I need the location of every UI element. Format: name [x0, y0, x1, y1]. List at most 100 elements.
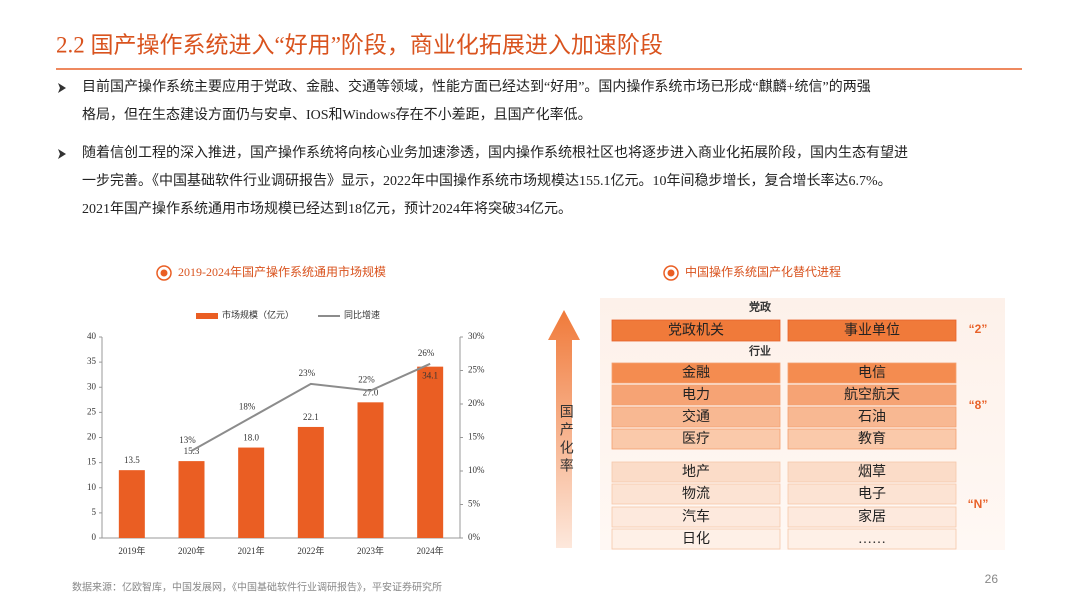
sector-label: 地产 [682, 464, 710, 480]
sector-label: 家居 [858, 508, 886, 525]
sector-label: 金融 [682, 365, 710, 381]
bar-value-label: 27.0 [363, 387, 379, 397]
bullet-line: 2021年国产操作系统通用市场规模已经达到18亿元，预计2024年将突破34亿元… [82, 200, 572, 217]
sector-box [611, 428, 781, 450]
y2-tick-label: 0% [468, 532, 481, 542]
line-value-label: 22% [358, 375, 375, 385]
bullet-line: 随着信创工程的深入推进，国产操作系统将向核心业务加速渗透，国内操作系统根社区也将… [82, 145, 908, 161]
sector-label: 石油 [858, 409, 886, 425]
line-value-label: 13% [179, 435, 196, 445]
arrow-label: 国产化率 [558, 404, 574, 476]
y2-tick-label: 30% [468, 331, 485, 341]
y-tick-label: 40 [87, 331, 97, 341]
y2-tick-label: 5% [468, 499, 481, 509]
bar [357, 402, 384, 538]
sector-label: 日化 [682, 531, 710, 547]
x-tick-label: 2021年 [238, 545, 265, 556]
x-tick-label: 2020年 [178, 545, 205, 556]
sector-label: 事业单位 [844, 323, 900, 339]
sector-box [787, 528, 957, 550]
x-tick-label: 2024年 [417, 545, 444, 556]
y-tick-label: 0 [92, 532, 97, 542]
legend-swatch [196, 313, 218, 319]
group-header: 党政 [749, 300, 772, 314]
bar-value-label: 18.0 [243, 433, 259, 443]
bullet-line: 格局，但在生态建设方面仍与安卓、IOS和Windows存在不小差距，且国产化率低… [82, 106, 592, 123]
slide-title: 2.2 国产操作系统进入“好用”阶段，商业化拓展进入加速阶段 [56, 32, 663, 57]
legend-label: 同比增速 [344, 309, 380, 320]
legend-label: 市场规模（亿元） [222, 309, 294, 320]
sector-box [787, 461, 957, 483]
sector-box [787, 428, 957, 450]
bar [297, 426, 324, 538]
group-header: 行业 [748, 344, 771, 358]
bar-value-label: 22.1 [303, 412, 319, 422]
sector-label: 交通 [682, 408, 710, 425]
y-tick-label: 20 [87, 432, 97, 442]
line-value-label: 23% [299, 368, 316, 378]
icon [156, 265, 172, 281]
growth-line [191, 362, 431, 452]
sector-box [787, 406, 957, 428]
chart-title: 2019-2024年国产操作系统通用市场规模 [178, 264, 386, 279]
bar [417, 366, 444, 538]
sector-box [787, 362, 957, 384]
line-value-label: 26% [418, 348, 435, 358]
icon [667, 269, 675, 277]
sector-box [611, 528, 781, 550]
sector-label: 党政机关 [668, 323, 724, 339]
sector-label: 汽车 [682, 508, 710, 525]
diagram-title: 中国操作系统国产化替代进程 [685, 264, 841, 279]
sector-label: 物流 [682, 486, 710, 502]
sector-box [611, 483, 781, 505]
source: 数据来源：亿欧智库，中国发展网，《中国基础软件行业调研报告》，平安证券研究所 [72, 580, 442, 593]
y-tick-label: 25 [87, 406, 97, 416]
y-tick-label: 15 [87, 457, 97, 467]
page-number: 26 [985, 572, 999, 586]
sector-label: 电信 [858, 365, 886, 381]
sector-label: 医疗 [682, 431, 710, 447]
y2-tick-label: 25% [468, 365, 485, 375]
sector-box [611, 362, 781, 384]
line-value-label: 18% [239, 401, 256, 411]
icon [160, 269, 168, 277]
bullet-line: 目前国产操作系统主要应用于党政、金融、交通等领域，性能方面已经达到“好用”。国内… [82, 78, 871, 95]
bar [178, 461, 205, 538]
sector-box [611, 506, 781, 528]
sector-label: 电力 [682, 387, 710, 403]
y2-tick-label: 20% [468, 398, 485, 408]
bar [238, 447, 265, 538]
sector-label: 电子 [858, 486, 886, 502]
y2-tick-label: 10% [468, 465, 485, 475]
x-tick-label: 2022年 [297, 545, 324, 556]
sector-box [787, 506, 957, 528]
arrow [548, 310, 580, 548]
group-tag: “N” [968, 497, 989, 511]
y-tick-label: 35 [87, 356, 97, 366]
y2-tick-label: 15% [468, 432, 485, 442]
y-tick-label: 10 [87, 482, 97, 492]
x-tick-label: 2019年 [118, 545, 145, 556]
sector-label: …… [858, 532, 886, 547]
sector-box [611, 461, 781, 483]
sector-label: 烟草 [858, 464, 886, 480]
group-tag: “2” [969, 322, 988, 336]
sector-label: 航空航天 [844, 387, 900, 403]
sector-box [787, 319, 957, 342]
x-tick-label: 2023年 [357, 545, 384, 556]
sector-box [611, 406, 781, 428]
sector-label: 教育 [858, 431, 886, 447]
y-tick-label: 30 [87, 381, 97, 391]
sector-box [787, 384, 957, 406]
sector-box [787, 483, 957, 505]
bar-value-label: 34.1 [422, 371, 438, 381]
group-tag: “8” [969, 398, 988, 412]
bar-value-label: 13.5 [124, 455, 140, 465]
bullet-line: 一步完善。《中国基础软件行业调研报告》显示，2022年中国操作系统市场规模达15… [82, 172, 892, 189]
sector-box [611, 384, 781, 406]
icon [663, 265, 679, 281]
bullet-marker [58, 149, 66, 159]
sector-box [611, 319, 781, 342]
bullet-marker [58, 83, 66, 93]
